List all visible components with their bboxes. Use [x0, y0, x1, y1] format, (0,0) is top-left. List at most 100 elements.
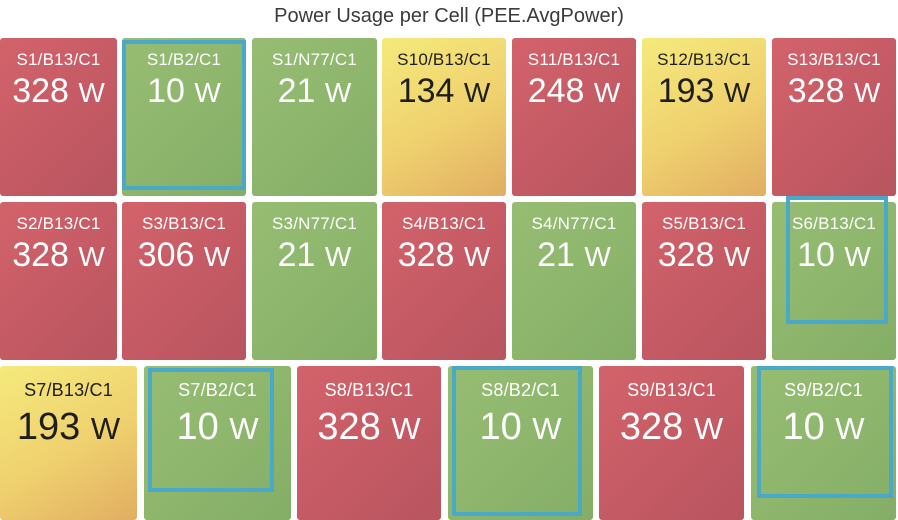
- cell-power-value: 10 W: [448, 406, 593, 450]
- cell-power-value: 328 W: [0, 72, 117, 112]
- cell-name: S8/B13/C1: [324, 380, 414, 400]
- cell-name: S10/B13/C1: [397, 50, 491, 69]
- cell-power-value: 21 W: [512, 236, 636, 276]
- cell-name: S1/B2/C1: [146, 50, 222, 69]
- cell-power-value: 328 W: [297, 406, 441, 450]
- cell-power-value: 193 W: [642, 72, 766, 112]
- power-unit: W: [532, 411, 562, 446]
- power-unit: W: [324, 77, 352, 108]
- power-number: 21: [277, 236, 316, 274]
- power-number: 10: [147, 72, 185, 110]
- cell-tile[interactable]: S1/N77/C1 21 W: [252, 38, 377, 196]
- power-unit: W: [229, 411, 259, 446]
- cell-tile[interactable]: S3/B13/C1 306 W: [122, 202, 246, 360]
- cell-tile[interactable]: S7/B2/C1 10 W: [144, 366, 291, 520]
- power-number: 10: [479, 406, 522, 448]
- power-number: 328: [397, 236, 455, 274]
- cell-name: S9/B2/C1: [784, 380, 863, 400]
- cell-name: S7/B2/C1: [178, 380, 257, 400]
- power-unit: W: [203, 241, 231, 272]
- cell-name: S3/N77/C1: [272, 214, 357, 233]
- power-number: 193: [16, 406, 81, 448]
- power-number: 134: [397, 72, 455, 110]
- cell-power-value: 328 W: [642, 236, 766, 276]
- cell-power-value: 328 W: [382, 236, 506, 276]
- cell-name: S13/B13/C1: [787, 50, 881, 69]
- power-unit: W: [78, 241, 105, 272]
- cell-tile[interactable]: S3/N77/C1 21 W: [252, 202, 377, 360]
- cell-tile[interactable]: S4/B13/C1 328 W: [382, 202, 506, 360]
- cell-tile[interactable]: S11/B13/C1 248 W: [512, 38, 636, 196]
- power-number: 328: [657, 236, 715, 274]
- power-unit: W: [463, 77, 491, 108]
- cell-power-value: 328 W: [772, 72, 896, 112]
- cell-tile[interactable]: S8/B2/C1 10 W: [448, 366, 593, 520]
- power-number: 328: [317, 406, 381, 448]
- power-unit: W: [90, 411, 121, 446]
- cell-tile[interactable]: S1/B2/C1 10 W: [122, 38, 246, 196]
- power-unit: W: [463, 241, 491, 272]
- cell-power-value: 10 W: [122, 72, 246, 112]
- cell-tile[interactable]: S4/N77/C1 21 W: [512, 202, 636, 360]
- power-unit: W: [194, 77, 221, 108]
- cell-tile[interactable]: S6/B13/C1 10 W: [772, 202, 896, 360]
- power-number: 21: [537, 236, 575, 274]
- power-unit: W: [723, 77, 751, 108]
- cell-name: S12/B13/C1: [657, 50, 751, 69]
- power-number: 10: [782, 406, 825, 448]
- cell-name: S4/N77/C1: [531, 214, 617, 233]
- cell-power-value: 328 W: [599, 406, 744, 450]
- power-number: 328: [619, 406, 684, 448]
- cell-power-value: 306 W: [122, 236, 246, 276]
- cell-tile[interactable]: S10/B13/C1 134 W: [382, 38, 506, 196]
- cell-power-value: 248 W: [512, 72, 636, 112]
- cell-power-value: 21 W: [252, 236, 377, 276]
- cell-power-value: 21 W: [252, 72, 377, 112]
- power-unit: W: [853, 77, 881, 108]
- cell-tile[interactable]: S7/B13/C1 193 W: [0, 366, 137, 520]
- cell-tile[interactable]: S2/B13/C1 328 W: [0, 202, 117, 360]
- cell-name: S8/B2/C1: [481, 380, 560, 400]
- cell-tile[interactable]: S1/B13/C1 328 W: [0, 38, 117, 196]
- cell-name: S11/B13/C1: [527, 50, 621, 69]
- power-unit: W: [324, 241, 352, 272]
- power-number: 248: [527, 72, 585, 110]
- cell-name: S4/B13/C1: [401, 214, 487, 233]
- cell-name: S5/B13/C1: [661, 214, 747, 233]
- cell-power-value: 10 W: [144, 406, 291, 450]
- cell-name: S3/B13/C1: [141, 214, 227, 233]
- cell-tile[interactable]: S13/B13/C1 328 W: [772, 38, 896, 196]
- cell-power-value: 328 W: [0, 236, 117, 276]
- cell-tile[interactable]: S12/B13/C1 193 W: [642, 38, 766, 196]
- cell-tile[interactable]: S8/B13/C1 328 W: [297, 366, 441, 520]
- cell-name: S7/B13/C1: [24, 380, 113, 400]
- cell-name: S9/B13/C1: [627, 380, 716, 400]
- power-number: 10: [797, 236, 835, 274]
- power-unit: W: [78, 77, 105, 108]
- cell-power-value: 193 W: [0, 406, 137, 450]
- power-number: 21: [277, 72, 316, 110]
- power-unit: W: [693, 411, 724, 446]
- power-unit: W: [593, 77, 621, 108]
- cell-tile[interactable]: S9/B13/C1 328 W: [599, 366, 744, 520]
- cell-name: S6/B13/C1: [791, 214, 877, 233]
- power-unit: W: [584, 241, 611, 272]
- cell-power-value: 10 W: [751, 406, 896, 450]
- power-number: 193: [657, 72, 715, 110]
- cell-power-value: 134 W: [382, 72, 506, 112]
- cell-tile[interactable]: S9/B2/C1 10 W: [751, 366, 896, 520]
- power-unit: W: [844, 241, 871, 272]
- power-number: 10: [176, 406, 219, 448]
- power-unit: W: [391, 411, 421, 446]
- power-number: 328: [787, 72, 845, 110]
- power-unit: W: [835, 411, 865, 446]
- power-number: 328: [12, 236, 69, 274]
- cell-tile[interactable]: S5/B13/C1 328 W: [642, 202, 766, 360]
- cell-name: S1/B13/C1: [16, 50, 101, 69]
- power-number: 306: [137, 236, 195, 274]
- cell-power-value: 10 W: [772, 236, 896, 276]
- cell-name: S1/N77/C1: [272, 50, 357, 69]
- panel-title: Power Usage per Cell (PEE.AvgPower): [274, 5, 624, 27]
- power-number: 328: [12, 72, 69, 110]
